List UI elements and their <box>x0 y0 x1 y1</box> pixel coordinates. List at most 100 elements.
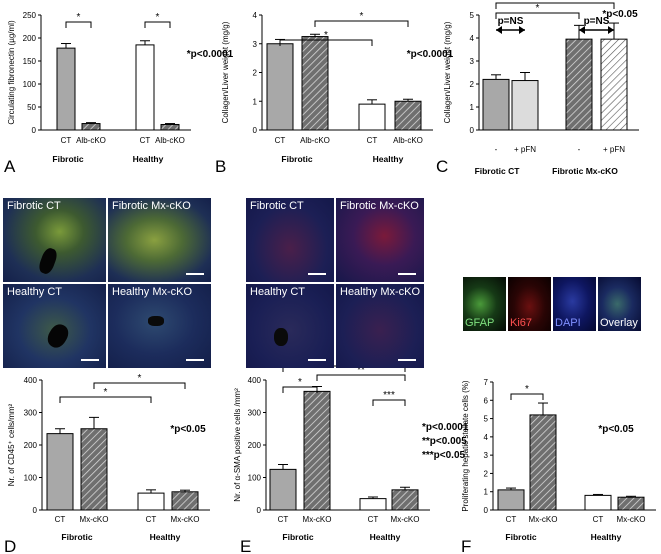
y-tick-label: 3 <box>253 40 258 49</box>
x-tick-label: CT <box>278 515 289 524</box>
group-label: Fibrotic <box>61 532 92 542</box>
micrograph-label: Overlay <box>600 317 638 329</box>
significance-label: p=NS <box>498 16 524 27</box>
significance-bracket <box>316 374 406 381</box>
bar <box>565 38 593 131</box>
x-tick-label: + pFN <box>603 145 625 154</box>
micrograph-label: Fibrotic CT <box>250 200 304 212</box>
bar <box>394 100 422 131</box>
significance-label: * <box>138 373 142 384</box>
significance-bracket <box>144 21 171 28</box>
x-tick-label: Mx-cKO <box>391 515 420 524</box>
micrograph-d-fibrotic-ct: Fibrotic CT <box>3 198 106 282</box>
significance-label: * <box>77 12 81 23</box>
x-tick-label: CT <box>61 136 72 145</box>
significance-bracket <box>495 12 580 19</box>
y-tick-label: 2 <box>253 69 258 78</box>
x-tick-label: Mx-cKO <box>171 515 200 524</box>
panel-label-c: C <box>436 157 448 176</box>
p-value-annotation: *p<0.05 <box>170 424 206 435</box>
micrograph-label: Healthy Mx-cKO <box>340 286 421 298</box>
bar <box>617 496 645 511</box>
micrograph-d-healthy-mx-cko: Healthy Mx-cKO <box>108 284 211 368</box>
significance-label: p=NS <box>584 16 610 27</box>
y-tick-label: 400 <box>248 376 262 385</box>
micrograph-label: DAPI <box>555 317 581 329</box>
bar <box>160 123 180 131</box>
y-tick-label: 200 <box>248 441 262 450</box>
x-tick-label: CT <box>506 515 517 524</box>
p-value-annotation: *p<0.05 <box>602 9 638 20</box>
x-tick-label: - <box>495 145 498 154</box>
significance-label: ** <box>357 365 365 376</box>
bar <box>511 80 539 131</box>
group-label: Fibrotic <box>505 532 536 542</box>
x-tick-label: CT <box>368 515 379 524</box>
group-label: Fibrotic <box>52 154 83 164</box>
chart-d: 0 100 200 300 400 Nr. of CD45⁺ cells/mm² CT Mx-… <box>7 373 210 542</box>
bar <box>171 491 199 511</box>
micrograph-label: Fibrotic Mx-cKO <box>112 200 191 212</box>
chart-e: 0 100 200 300 400 Nr. of α-SMA positive cells… <box>233 356 469 542</box>
y-tick-label: 5 <box>470 11 475 20</box>
x-tick-label: CT <box>593 515 604 524</box>
bar <box>80 428 108 511</box>
significance-label: * <box>324 30 328 41</box>
bar <box>135 44 155 131</box>
y-tick-label: 300 <box>248 409 262 418</box>
chart-b: 0 1 2 3 4 Collagen/Liver weight (mg/g) CT Alb-c… <box>221 11 454 164</box>
group-label: Healthy <box>591 532 622 542</box>
y-tick-label: 5 <box>484 415 489 424</box>
significance-label: * <box>298 377 302 388</box>
micrograph-label: Healthy CT <box>7 286 63 298</box>
y-tick-label: 1 <box>253 97 258 106</box>
significance-bracket <box>495 2 615 9</box>
panel-label-f: F <box>461 537 471 554</box>
significance-label: * <box>156 12 160 23</box>
y-tick-label: 2 <box>470 80 475 89</box>
significance-label: * <box>104 387 108 398</box>
bar <box>529 414 557 511</box>
significance-label: * <box>360 11 364 22</box>
y-tick-label: 100 <box>23 80 37 89</box>
x-tick-label: Alb-cKO <box>76 136 106 145</box>
x-tick-label: - <box>578 145 581 154</box>
significance-bracket <box>93 382 186 389</box>
y-tick-label: 2 <box>484 469 489 478</box>
significance-bracket <box>279 39 373 46</box>
micrograph-f-ki67: Ki67 <box>508 277 551 331</box>
y-tick-label: 300 <box>24 409 38 418</box>
bar <box>303 390 331 511</box>
significance-bracket <box>65 21 92 28</box>
x-tick-label: CT <box>55 515 66 524</box>
p-value-annotation: *p<0.05 <box>598 424 634 435</box>
group-label: Fibrotic CT <box>475 166 521 176</box>
x-tick-label: CT <box>275 136 286 145</box>
y-tick-label: 7 <box>484 378 489 387</box>
x-tick-label: Mx-cKO <box>80 515 109 524</box>
bar <box>137 492 165 511</box>
bar <box>359 498 387 511</box>
bar <box>482 78 510 131</box>
significance-bracket <box>314 20 409 27</box>
y-tick-label: 0 <box>470 126 475 135</box>
micrograph-label: Fibrotic CT <box>7 200 61 212</box>
x-tick-label: Alb-cKO <box>393 136 423 145</box>
significance-bracket <box>59 396 152 403</box>
bar <box>600 38 628 131</box>
y-tick-label: 4 <box>470 34 475 43</box>
significance-bracket <box>510 393 544 400</box>
group-label: Healthy <box>133 154 164 164</box>
micrograph-f-gfap: GFAP <box>463 277 506 331</box>
x-tick-label: CT <box>140 136 151 145</box>
y-tick-label: 100 <box>248 474 262 483</box>
y-tick-label: 1 <box>484 488 489 497</box>
y-tick-label: 3 <box>470 57 475 66</box>
bar <box>266 43 294 131</box>
group-label: Fibrotic <box>282 532 313 542</box>
significance-label: * <box>525 384 529 395</box>
x-tick-label: Mx-cKO <box>303 515 332 524</box>
y-tick-label: 4 <box>253 11 258 20</box>
micrograph-d-healthy-ct: Healthy CT <box>3 284 106 368</box>
bar <box>497 489 525 511</box>
